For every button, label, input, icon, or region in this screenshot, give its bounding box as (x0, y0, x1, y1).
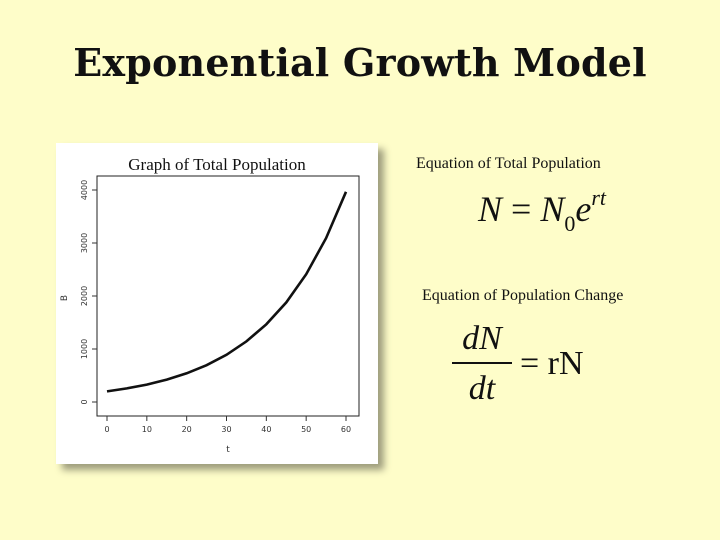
population-change-label: Equation of Population Change (422, 287, 624, 304)
eq-base: N (540, 189, 565, 229)
x-axis: 0 10 20 30 40 50 60 (104, 416, 351, 434)
y-tick-label: 2000 (80, 286, 89, 306)
x-axis-label: t (226, 445, 230, 455)
x-tick-label: 30 (221, 425, 231, 434)
population-change-rhs: = rN (520, 345, 584, 383)
x-tick-label: 10 (142, 425, 152, 434)
population-chart: 0 10 20 30 40 50 60 0 1000 2000 3000 4000 t B (60, 175, 360, 455)
series-line (106, 191, 348, 393)
eq-lhs: N (478, 189, 503, 229)
y-tick-label: 1000 (80, 339, 89, 359)
chart-panel: Graph of Total Population 0 10 20 30 40 50 60 … (56, 143, 378, 464)
total-population-equation: N = N0ert (478, 185, 607, 236)
derivative-fraction: dN dt (452, 320, 512, 408)
x-tick-label: 0 (104, 425, 109, 434)
slide-title: Exponential Growth Model (73, 40, 647, 85)
fraction-denominator: dt (468, 370, 496, 407)
y-axis-label: B (60, 295, 70, 301)
eq-equals: = (502, 189, 541, 229)
y-tick-label: 3000 (80, 233, 89, 253)
fraction-bar (452, 362, 512, 364)
x-tick-label: 20 (182, 425, 192, 434)
eq-subscript: 0 (564, 211, 576, 236)
x-tick-label: 50 (301, 425, 311, 434)
eq-exponent: rt (591, 185, 607, 210)
total-population-label: Equation of Total Population (416, 155, 601, 172)
fraction-numerator: dN (462, 320, 502, 357)
eq-e: e (575, 189, 592, 229)
y-tick-label: 4000 (80, 180, 89, 200)
x-tick-label: 40 (261, 425, 271, 434)
rhs-text: = rN (520, 345, 584, 382)
y-tick-label: 0 (80, 399, 89, 404)
x-tick-label: 60 (341, 425, 351, 434)
plot-box (96, 175, 360, 417)
y-axis: 0 1000 2000 3000 4000 (80, 180, 97, 405)
chart-title: Graph of Total Population (128, 155, 306, 174)
